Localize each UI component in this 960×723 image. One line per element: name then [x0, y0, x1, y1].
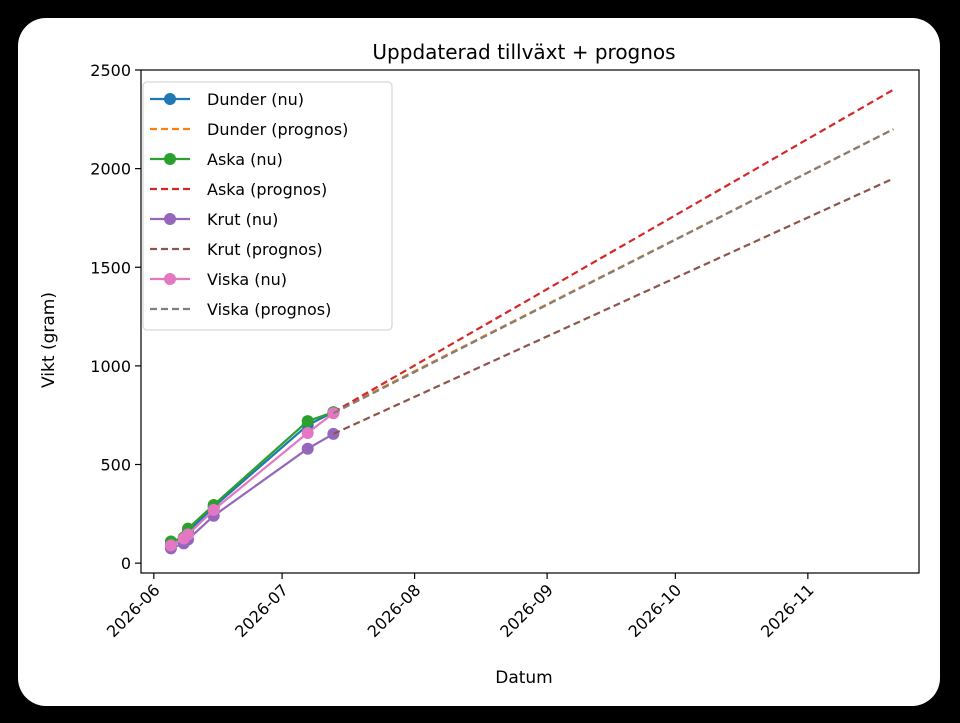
x-tick-label: 2026-07	[231, 580, 292, 641]
data-point	[301, 442, 314, 455]
legend-box	[142, 81, 393, 331]
y-tick-label: 0	[121, 554, 131, 573]
y-axis-label: Vikt (gram)	[39, 292, 59, 388]
x-tick-label: 2026-08	[364, 580, 425, 641]
data-point	[301, 426, 314, 439]
legend-label: Dunder (nu)	[207, 90, 304, 109]
y-tick-label: 2000	[90, 160, 131, 179]
legend-label: Krut (nu)	[207, 210, 278, 229]
legend-label: Aska (nu)	[207, 150, 283, 169]
y-tick-label: 500	[100, 456, 131, 475]
legend-label: Viska (nu)	[207, 270, 287, 289]
data-point	[327, 427, 340, 440]
legend-label: Dunder (prognos)	[207, 120, 348, 139]
data-point	[207, 503, 220, 516]
axes-frame	[140, 69, 920, 574]
x-axis-label: Datum	[495, 668, 553, 688]
data-point	[327, 407, 340, 420]
x-tick-label: 2026-09	[496, 580, 557, 641]
series-line-5	[332, 177, 894, 435]
legend-marker	[164, 153, 176, 165]
x-tick-label: 2026-11	[757, 580, 818, 641]
legend-marker	[164, 213, 176, 225]
data-point	[182, 528, 195, 541]
growth-chart: Uppdaterad tillväxt + prognos Datum Vikt…	[39, 40, 920, 688]
data-point	[164, 539, 177, 552]
x-tick-label: 2026-06	[103, 580, 164, 641]
chart-card: Uppdaterad tillväxt + prognos Datum Vikt…	[18, 18, 940, 706]
legend-label: Krut (prognos)	[207, 240, 323, 259]
chart-title: Uppdaterad tillväxt + prognos	[372, 40, 675, 64]
plot-area	[164, 88, 894, 555]
series-line-3	[332, 88, 894, 414]
y-tick-label: 1000	[90, 357, 131, 376]
data-point	[301, 415, 314, 428]
legend-marker	[164, 273, 176, 285]
y-tick-label: 2500	[90, 61, 131, 80]
x-tick-label: 2026-10	[624, 580, 685, 641]
legend-marker	[164, 93, 176, 105]
series-line-7	[332, 128, 894, 415]
y-tick-label: 1500	[90, 258, 131, 277]
legend-label: Viska (prognos)	[207, 300, 331, 319]
legend-label: Aska (prognos)	[207, 180, 327, 199]
legend: Dunder (nu) Dunder (prognos) Aska (nu) Aska…	[142, 81, 393, 331]
